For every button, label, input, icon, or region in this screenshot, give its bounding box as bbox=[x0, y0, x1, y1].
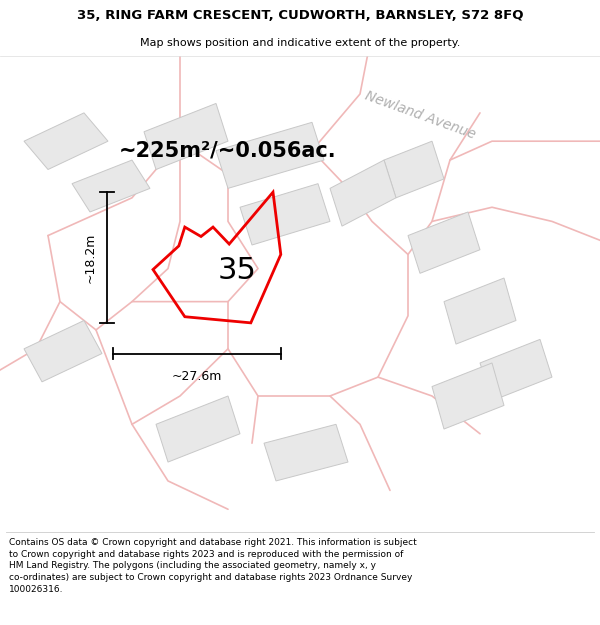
Text: ~225m²/~0.056ac.: ~225m²/~0.056ac. bbox=[119, 141, 337, 161]
Polygon shape bbox=[480, 339, 552, 401]
Text: 35: 35 bbox=[218, 256, 256, 286]
Polygon shape bbox=[264, 424, 348, 481]
Polygon shape bbox=[24, 113, 108, 169]
Polygon shape bbox=[384, 141, 444, 198]
Polygon shape bbox=[156, 396, 240, 462]
Polygon shape bbox=[72, 160, 150, 212]
Polygon shape bbox=[240, 184, 330, 245]
Polygon shape bbox=[444, 278, 516, 344]
Polygon shape bbox=[432, 363, 504, 429]
Polygon shape bbox=[216, 122, 324, 188]
Text: 35, RING FARM CRESCENT, CUDWORTH, BARNSLEY, S72 8FQ: 35, RING FARM CRESCENT, CUDWORTH, BARNSL… bbox=[77, 9, 523, 22]
Polygon shape bbox=[330, 160, 396, 226]
Polygon shape bbox=[144, 103, 228, 169]
Text: Contains OS data © Crown copyright and database right 2021. This information is : Contains OS data © Crown copyright and d… bbox=[9, 538, 417, 594]
Text: ~27.6m: ~27.6m bbox=[172, 369, 222, 382]
Text: Newland Avenue: Newland Avenue bbox=[363, 89, 477, 142]
Text: ~18.2m: ~18.2m bbox=[83, 232, 97, 282]
Text: Map shows position and indicative extent of the property.: Map shows position and indicative extent… bbox=[140, 38, 460, 48]
Polygon shape bbox=[408, 212, 480, 273]
Polygon shape bbox=[24, 321, 102, 382]
